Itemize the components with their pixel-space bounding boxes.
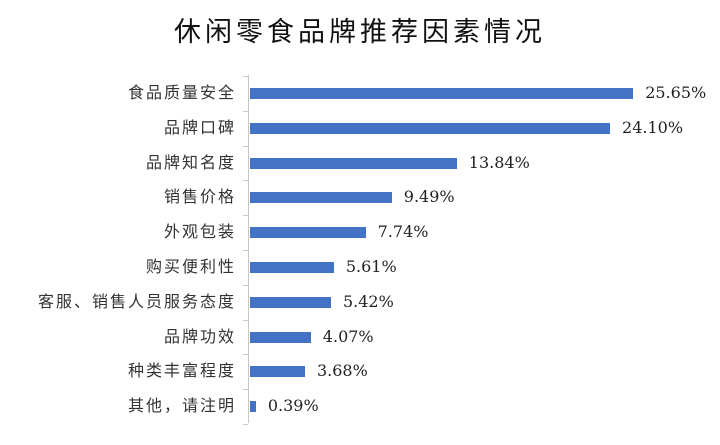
value-label: 5.42% [342,292,394,311]
bar [250,366,305,377]
category-label: 品牌功效 [163,327,236,346]
bar-row: 种类丰富程度 3.68% [0,359,720,383]
category-label: 品牌知名度 [145,153,236,172]
axis-tick [243,354,248,355]
value-label: 13.84% [468,153,530,172]
value-label: 9.49% [403,187,455,206]
category-label: 外观包装 [163,222,236,241]
value-label: 0.39% [267,396,319,415]
bar-row: 品牌口碑 24.10% [0,116,720,140]
category-label: 食品质量安全 [127,83,236,102]
axis-tick [243,180,248,181]
bar [250,227,366,238]
value-label: 24.10% [622,118,684,137]
bar [250,332,311,343]
value-label: 5.61% [345,257,397,276]
value-label: 7.74% [377,222,429,241]
axis-tick [243,146,248,147]
bar [250,123,611,134]
axis-tick [243,389,248,390]
bar-row: 品牌知名度 13.84% [0,151,720,175]
category-label: 销售价格 [163,187,236,206]
bar [250,297,331,308]
bar-row: 食品质量安全 25.65% [0,81,720,105]
axis-tick [243,76,248,77]
value-label: 3.68% [316,361,368,380]
value-label: 25.65% [645,83,707,102]
bar-row: 购买便利性 5.61% [0,255,720,279]
category-label: 品牌口碑 [163,118,236,137]
bar-row: 外观包装 7.74% [0,220,720,244]
category-label: 购买便利性 [145,257,236,276]
bar-row: 品牌功效 4.07% [0,325,720,349]
bar [250,192,392,203]
category-label: 客服、销售人员服务态度 [37,292,236,311]
axis-tick [243,320,248,321]
bar [250,158,457,169]
category-label: 种类丰富程度 [127,361,236,380]
y-axis-line [248,75,249,423]
axis-tick [243,424,248,425]
axis-tick [243,250,248,251]
bar [250,262,334,273]
category-label: 其他，请注明 [127,396,236,415]
bar [250,401,256,412]
bar-row: 其他，请注明 0.39% [0,394,720,418]
chart-title: 休闲零食品牌推荐因素情况 [174,17,546,48]
value-label: 4.07% [322,327,374,346]
axis-tick [243,111,248,112]
axis-tick [243,215,248,216]
bar [250,88,634,99]
bar-row: 客服、销售人员服务态度 5.42% [0,290,720,314]
axis-tick [243,285,248,286]
bar-row: 销售价格 9.49% [0,185,720,209]
